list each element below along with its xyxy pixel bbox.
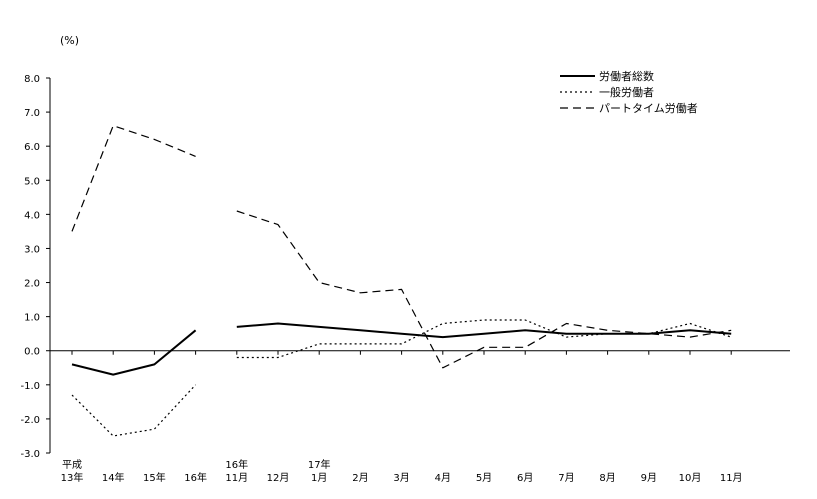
x-tick-label-top: 17年 — [308, 458, 331, 471]
y-tick-label: 2.0 — [24, 279, 40, 290]
x-tick-label: 14年 — [102, 471, 125, 484]
axes: 8.0 7.0 6.0 5.0 4.0 3.0 2.0 1.0 0.0 -1.0 -2.0 -3.0 平… — [20, 74, 790, 484]
y-tick-label: -3.0 — [20, 449, 40, 460]
x-tick-label: 3月 — [393, 472, 409, 484]
x-tick-label: 16年 — [184, 471, 207, 484]
series-1-line-segment-2 — [236, 322, 732, 339]
series-3-line-segment-1 — [71, 125, 196, 232]
x-tick-label: 1月 — [311, 472, 327, 484]
x-tick-label: 15年 — [143, 471, 166, 484]
series-layer — [71, 125, 732, 437]
x-tick-label: 2月 — [352, 472, 368, 484]
y-tick-label: 8.0 — [24, 74, 40, 85]
legend-label-1: 労働者総数 — [599, 69, 654, 83]
x-tick-label-top: 16年 — [225, 458, 248, 471]
x-tick-label: 11月 — [225, 472, 248, 484]
y-tick-label: 5.0 — [24, 176, 40, 187]
x-tick-label: 5月 — [476, 472, 492, 484]
y-tick-label: 3.0 — [24, 244, 40, 255]
y-tick-label: 7.0 — [24, 108, 40, 119]
x-tick-label: 13年 — [61, 471, 84, 484]
legend-label-3: パートタイム労働者 — [599, 101, 698, 115]
y-tick-label: 1.0 — [24, 313, 40, 324]
x-tick-label: 11月 — [720, 472, 743, 484]
y-tick-label: 4.0 — [24, 210, 40, 221]
series-2-line-segment-1 — [71, 384, 197, 437]
legend-label-2: 一般労働者 — [599, 85, 654, 99]
x-tick-label: 7月 — [558, 472, 574, 484]
x-tick-label: 6月 — [517, 472, 533, 484]
unit-label: (%) — [60, 34, 79, 47]
y-tick-label: 0.0 — [24, 347, 40, 358]
y-tick-label: -2.0 — [20, 415, 40, 426]
x-tick-label-top: 平成 — [62, 459, 82, 471]
y-tick-label: -1.0 — [20, 381, 40, 392]
y-tick-label: 6.0 — [24, 142, 40, 153]
x-tick-label: 9月 — [641, 472, 657, 484]
x-tick-label: 4月 — [435, 472, 451, 484]
series-1-line-segment-1 — [71, 329, 197, 376]
x-tick-label: 8月 — [599, 472, 615, 484]
x-tick-label: 12月 — [267, 472, 290, 484]
x-tick-label: 10月 — [679, 472, 702, 484]
series-3-line-segment-2 — [236, 210, 732, 369]
